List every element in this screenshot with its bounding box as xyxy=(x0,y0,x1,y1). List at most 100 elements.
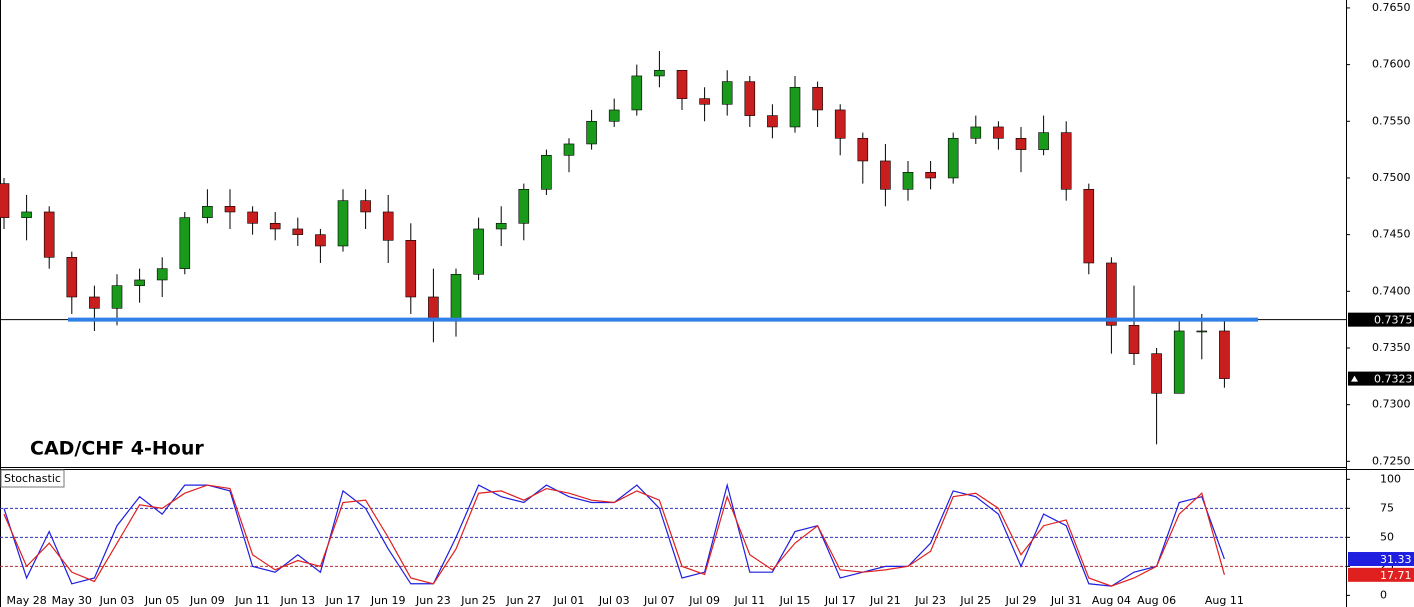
candle-body xyxy=(0,183,10,218)
candle-body xyxy=(179,217,191,269)
indicator-label-box xyxy=(0,469,65,488)
candle-body xyxy=(947,137,959,179)
candle-body xyxy=(993,126,1004,139)
candle-body xyxy=(744,81,756,116)
candle-body xyxy=(1083,188,1095,264)
candle-body xyxy=(586,120,597,145)
candle-body xyxy=(518,188,530,224)
x-tick-label: Jul 23 xyxy=(914,594,946,607)
y-tick-label: 75 xyxy=(1380,501,1394,514)
candle-body xyxy=(1060,132,1072,190)
x-tick-label: Jul 03 xyxy=(598,594,630,607)
candle-body xyxy=(1015,137,1027,150)
indicator-label: Stochastic xyxy=(4,472,61,485)
y-tick-label: 50 xyxy=(1380,530,1394,543)
candle-body xyxy=(1196,330,1208,333)
candle-body xyxy=(428,296,439,320)
candle-body xyxy=(834,109,846,139)
candle-body xyxy=(292,228,304,235)
y-tick-label: 0.7500 xyxy=(1372,171,1411,184)
candle-body xyxy=(812,86,823,111)
marker-arrow xyxy=(1351,375,1358,382)
x-tick-label: Aug 06 xyxy=(1137,594,1176,607)
candle-body xyxy=(1173,330,1185,394)
candle-body xyxy=(880,160,891,190)
x-tick-label: Jul 31 xyxy=(1050,594,1082,607)
candle-body xyxy=(654,69,665,77)
candle-body xyxy=(21,211,32,218)
x-tick-label: Jun 25 xyxy=(460,594,496,607)
candle-body xyxy=(156,268,168,281)
candle-body xyxy=(89,296,100,309)
x-tick-label: Jul 25 xyxy=(959,594,991,607)
x-tick-label: Jun 19 xyxy=(370,594,406,607)
x-tick-label: Jul 21 xyxy=(869,594,901,607)
x-tick-label: Jun 17 xyxy=(325,594,361,607)
candle-body xyxy=(631,75,643,111)
value-marker xyxy=(1348,567,1414,582)
candle-body xyxy=(541,154,552,190)
candle-body xyxy=(699,98,710,105)
candle-body xyxy=(925,171,936,179)
candle-body xyxy=(857,137,869,162)
y-tick-label: 0 xyxy=(1380,588,1387,601)
price-marker-label: 0.7375 xyxy=(1374,314,1413,327)
x-tick-label: Jun 03 xyxy=(99,594,135,607)
y-tick-label: 100 xyxy=(1380,472,1401,485)
x-tick-label: Jun 23 xyxy=(415,594,451,607)
candle-body xyxy=(495,222,507,230)
candle-body xyxy=(767,115,778,128)
candle-body xyxy=(1151,353,1162,394)
candle-body xyxy=(1038,132,1049,150)
x-tick-label: Aug 04 xyxy=(1092,594,1131,607)
candle-body xyxy=(134,279,145,286)
x-tick-label: Jul 01 xyxy=(553,594,585,607)
candle-body xyxy=(269,222,281,230)
candle-body xyxy=(1106,262,1117,326)
x-tick-label: Jul 11 xyxy=(733,594,765,607)
price-marker-label: 0.7323 xyxy=(1374,373,1413,386)
candle-body xyxy=(337,200,349,247)
x-tick-label: Jul 09 xyxy=(688,594,720,607)
price-marker xyxy=(1348,312,1414,327)
x-tick-label: Jul 29 xyxy=(1005,594,1037,607)
candle-body xyxy=(721,81,733,105)
value-marker-label: 31.33 xyxy=(1380,553,1412,566)
x-tick-label: May 28 xyxy=(6,594,46,607)
candle-body xyxy=(43,211,55,258)
candle-body xyxy=(247,211,258,224)
candle-body xyxy=(315,234,326,247)
y-tick-label: 0.7300 xyxy=(1372,398,1411,411)
x-tick-label: Jul 15 xyxy=(779,594,811,607)
x-tick-label: Jun 13 xyxy=(279,594,315,607)
x-tick-label: Jul 17 xyxy=(824,594,856,607)
candle-body xyxy=(563,143,575,156)
price-marker xyxy=(1348,371,1414,386)
candle-body xyxy=(902,171,914,190)
candle-body xyxy=(789,86,801,128)
candle-body xyxy=(360,200,371,213)
candle-body xyxy=(405,240,417,298)
y-tick-label: 0.7400 xyxy=(1372,284,1411,297)
chart-title: CAD/CHF 4-Hour xyxy=(30,438,204,460)
x-tick-label: Aug 11 xyxy=(1205,594,1244,607)
x-tick-label: May 30 xyxy=(52,594,92,607)
y-tick-label: 0.7600 xyxy=(1372,58,1411,71)
candle-body xyxy=(450,274,462,320)
x-tick-label: Jul 07 xyxy=(643,594,675,607)
candle-body xyxy=(473,228,484,275)
candle-body xyxy=(66,257,78,298)
stochastic-line xyxy=(3,484,1225,587)
x-tick-label: Jun 11 xyxy=(234,594,270,607)
candle-body xyxy=(382,211,394,241)
x-tick-label: Jun 27 xyxy=(505,594,541,607)
y-tick-label: 0.7650 xyxy=(1372,1,1411,14)
candle-body xyxy=(202,205,213,218)
candle-body xyxy=(111,285,123,309)
candle-body xyxy=(224,205,236,213)
x-tick-label: Jun 09 xyxy=(189,594,225,607)
candle-body xyxy=(1128,325,1140,354)
